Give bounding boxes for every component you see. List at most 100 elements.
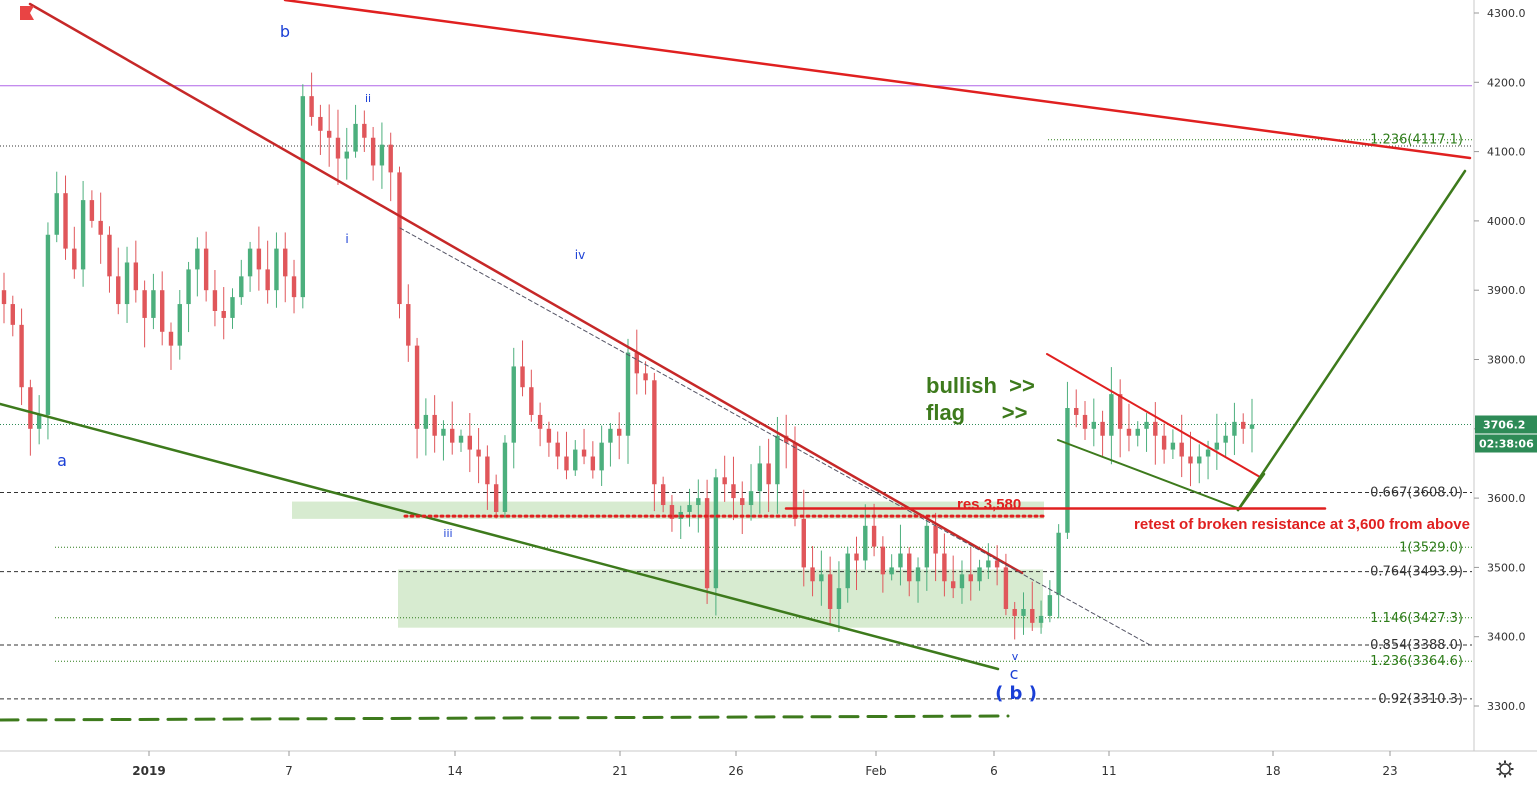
- candle-body: [107, 234, 112, 277]
- red-downtrend-line: [28, 2, 1024, 575]
- y-tick-label: 3800.0: [1487, 354, 1526, 367]
- candle-body: [1100, 421, 1105, 436]
- candles-layer: [1, 72, 1255, 640]
- candle-body: [388, 144, 393, 173]
- candle-body: [291, 276, 297, 298]
- candle-body: [959, 574, 965, 589]
- candle-body: [1179, 442, 1184, 457]
- candle-body: [1003, 567, 1009, 609]
- wave-label: iii: [443, 527, 452, 540]
- candle-body: [608, 428, 613, 443]
- candle-body: [116, 276, 121, 305]
- candle-body: [36, 414, 42, 429]
- candle-body: [915, 567, 921, 582]
- candle-body: [89, 200, 95, 221]
- candle-body: [994, 560, 1000, 568]
- candle-body: [1117, 394, 1123, 429]
- candle-body: [1153, 421, 1158, 436]
- candle-body: [950, 581, 956, 589]
- candle-body: [45, 234, 51, 415]
- x-tick-label: 23: [1382, 764, 1397, 778]
- candle-body: [265, 269, 270, 291]
- candle-body: [1047, 595, 1053, 616]
- candle-body: [1109, 394, 1114, 436]
- x-tick-label: 7: [285, 764, 293, 778]
- fib-level-label: 0.764(3493.9): [1370, 565, 1463, 580]
- gear-icon[interactable]: [1496, 760, 1514, 778]
- candle-body: [203, 248, 209, 291]
- candle-body: [133, 262, 139, 291]
- candle-body: [1188, 456, 1193, 464]
- candle-body: [379, 144, 385, 166]
- candle-body: [397, 172, 402, 305]
- candle-body: [634, 352, 639, 374]
- candle-body: [819, 574, 824, 582]
- candle-body: [1241, 421, 1246, 429]
- flag-lower-line: [1057, 439, 1241, 510]
- candle-body: [344, 151, 349, 159]
- candle-body: [414, 345, 420, 429]
- candle-body: [643, 373, 648, 381]
- support-zone-upper: [292, 501, 1044, 519]
- candle-body: [581, 449, 587, 457]
- candle-body: [757, 463, 763, 492]
- candle-body: [1205, 449, 1211, 457]
- green-support-line: [0, 402, 1000, 671]
- candle-body: [977, 567, 982, 582]
- y-tick-label: 4100.0: [1487, 146, 1526, 159]
- y-tick-label: 4200.0: [1487, 76, 1526, 89]
- x-tick-label: 26: [728, 764, 743, 778]
- candle-body: [151, 290, 156, 318]
- candle-body: [713, 477, 719, 589]
- candle-body: [1223, 435, 1228, 443]
- wave-label: ii: [365, 92, 371, 105]
- y-tick-label: 4300.0: [1487, 7, 1526, 20]
- dashed-downtrend-line: [399, 227, 1151, 646]
- res-annotation: res 3,580: [957, 496, 1021, 513]
- fib-level-label: 1.236(4117.1): [1370, 133, 1463, 148]
- flag-annotation: flag >>: [926, 400, 1027, 425]
- candle-body: [476, 449, 481, 457]
- candle-body: [511, 366, 516, 443]
- candle-body: [722, 477, 727, 485]
- candle-body: [854, 553, 859, 561]
- x-tick-label: 11: [1101, 764, 1116, 778]
- candle-body: [599, 442, 604, 471]
- candle-body: [863, 525, 868, 561]
- candle-body: [485, 456, 490, 485]
- candle-body: [1232, 421, 1237, 436]
- countdown-badge: [1475, 434, 1537, 453]
- candle-body: [450, 428, 455, 443]
- candle-body: [54, 193, 59, 235]
- wave-label: i: [345, 232, 348, 246]
- last-price-badge: [1475, 415, 1537, 434]
- candle-body: [520, 366, 525, 388]
- x-tick-label: 18: [1265, 764, 1280, 778]
- x-tick-label: 6: [990, 764, 998, 778]
- candle-body: [256, 248, 262, 270]
- y-tick-label: 3300.0: [1487, 700, 1526, 713]
- candle-body: [362, 123, 367, 138]
- candle-body: [625, 352, 631, 436]
- candle-body: [335, 137, 341, 159]
- y-tick-label: 3500.0: [1487, 561, 1526, 574]
- candle-body: [555, 442, 560, 457]
- wave-label: c: [1010, 664, 1019, 683]
- candle-body: [1126, 428, 1132, 436]
- projection-up-line: [1236, 169, 1467, 512]
- wave-label: v: [1012, 650, 1019, 663]
- candle-body: [669, 505, 675, 519]
- candle-body: [783, 435, 789, 443]
- x-tick-label: 2019: [132, 764, 165, 778]
- candle-body: [493, 484, 499, 512]
- candle-body: [731, 484, 736, 499]
- candle-body: [546, 428, 552, 443]
- bullish-annotation: bullish >>: [926, 373, 1035, 398]
- trendlines-layer: [0, 0, 1472, 722]
- candle-body: [968, 574, 973, 582]
- fib-level-label: 1(3529.0): [1399, 540, 1463, 555]
- wave-label: a: [57, 451, 67, 470]
- projection-connector: [1236, 472, 1266, 512]
- candle-body: [933, 525, 938, 554]
